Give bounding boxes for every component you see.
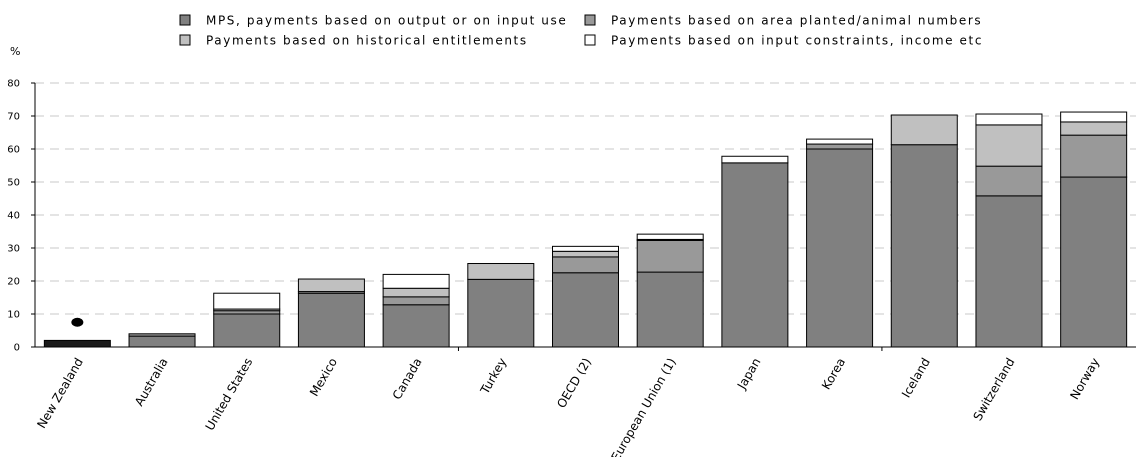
- x-tick-label: United States: [203, 356, 256, 433]
- x-tick-label: Canada: [390, 356, 425, 403]
- bar-segment: [890, 144, 958, 348]
- legend-swatch: [179, 14, 191, 26]
- bar-segment: [806, 148, 874, 348]
- bar-segment: [467, 278, 535, 348]
- legend-swatch: [584, 14, 596, 26]
- y-axis-ticks: 0 10 20 30 40 50 60 70 80: [7, 79, 35, 354]
- x-tick-label: Australia: [132, 356, 171, 409]
- bar-segment: [721, 162, 789, 348]
- bar-segment: [552, 250, 619, 258]
- bar-segment: [636, 233, 704, 240]
- legend: MPS, payments based on output or on inpu…: [179, 14, 983, 48]
- y-tick-label: 10: [7, 310, 20, 321]
- bar-segment: [297, 292, 365, 348]
- y-tick-label: 50: [7, 178, 20, 189]
- x-axis-labels: New Zealand Australia United States Mexico C…: [34, 356, 1102, 457]
- y-tick-label: 30: [7, 244, 20, 255]
- x-tick-label: OECD (2): [554, 356, 594, 411]
- bar-segment: [975, 195, 1043, 348]
- legend-item: Payments based on historical entitlement…: [179, 34, 528, 48]
- x-tick-label: Turkey: [477, 356, 509, 398]
- bar-segment: [467, 263, 535, 280]
- x-tick-label: Japan: [734, 356, 763, 393]
- bar-segment: [382, 273, 450, 289]
- x-tick-label: Korea: [819, 356, 848, 392]
- x-tick-label: Switzerland: [970, 356, 1017, 424]
- bar-segment: [721, 155, 789, 164]
- legend-item: Payments based on input constraints, inc…: [584, 34, 983, 48]
- bar-segment: [1060, 121, 1128, 136]
- legend-swatch: [179, 34, 191, 46]
- y-axis-unit-label: %: [10, 45, 20, 58]
- bar-segment: [806, 138, 874, 145]
- bar-segment: [1060, 134, 1128, 178]
- y-tick-label: 0: [14, 343, 20, 354]
- bar-segment: [806, 143, 874, 150]
- legend-item: Payments based on area planted/animal nu…: [584, 14, 982, 28]
- legend-label: Payments based on input constraints, inc…: [611, 34, 983, 48]
- axes: [34, 83, 1136, 351]
- bar-segment: [552, 272, 619, 348]
- bar-segment: [1060, 111, 1128, 123]
- bar-segment: [382, 287, 450, 298]
- y-tick-label: 40: [7, 211, 20, 222]
- legend-label: MPS, payments based on output or on inpu…: [206, 14, 567, 28]
- y-tick-label: 70: [7, 112, 20, 123]
- markers: [71, 317, 84, 327]
- bar-segment: [636, 271, 704, 348]
- legend-item: MPS, payments based on output or on inpu…: [179, 14, 567, 28]
- x-tick-label: New Zealand: [34, 356, 86, 431]
- bar-segment: [975, 113, 1043, 126]
- legend-label: Payments based on historical entitlement…: [206, 34, 528, 48]
- y-tick-label: 20: [7, 277, 20, 288]
- bar-segment: [128, 333, 196, 337]
- x-tick-label: Norway: [1067, 356, 1102, 402]
- legend-swatch: [584, 34, 596, 46]
- y-tick-label: 80: [7, 79, 20, 90]
- bar-segment: [213, 292, 281, 310]
- bar-segment: [382, 304, 450, 348]
- legend-label: Payments based on area planted/animal nu…: [611, 14, 982, 28]
- bar-segment: [636, 239, 704, 273]
- bar-segment: [297, 278, 365, 293]
- annotation-marker: [71, 317, 84, 327]
- bar-segment: [128, 335, 196, 348]
- bar-segment: [552, 245, 619, 252]
- x-tick-label: Iceland: [899, 356, 933, 401]
- bar-segment: [552, 256, 619, 274]
- bars: [43, 111, 1128, 348]
- x-tick-label: European Union (1): [608, 356, 678, 457]
- bar-segment: [1060, 176, 1128, 348]
- bar-segment: [382, 296, 450, 306]
- bar-segment: [975, 165, 1043, 197]
- x-tick-label: Mexico: [307, 356, 340, 399]
- bar-segment: [975, 124, 1043, 167]
- bar-segment: [890, 114, 958, 146]
- bar-segment: [213, 313, 281, 348]
- bar-segment: [43, 339, 111, 348]
- y-tick-label: 60: [7, 145, 20, 156]
